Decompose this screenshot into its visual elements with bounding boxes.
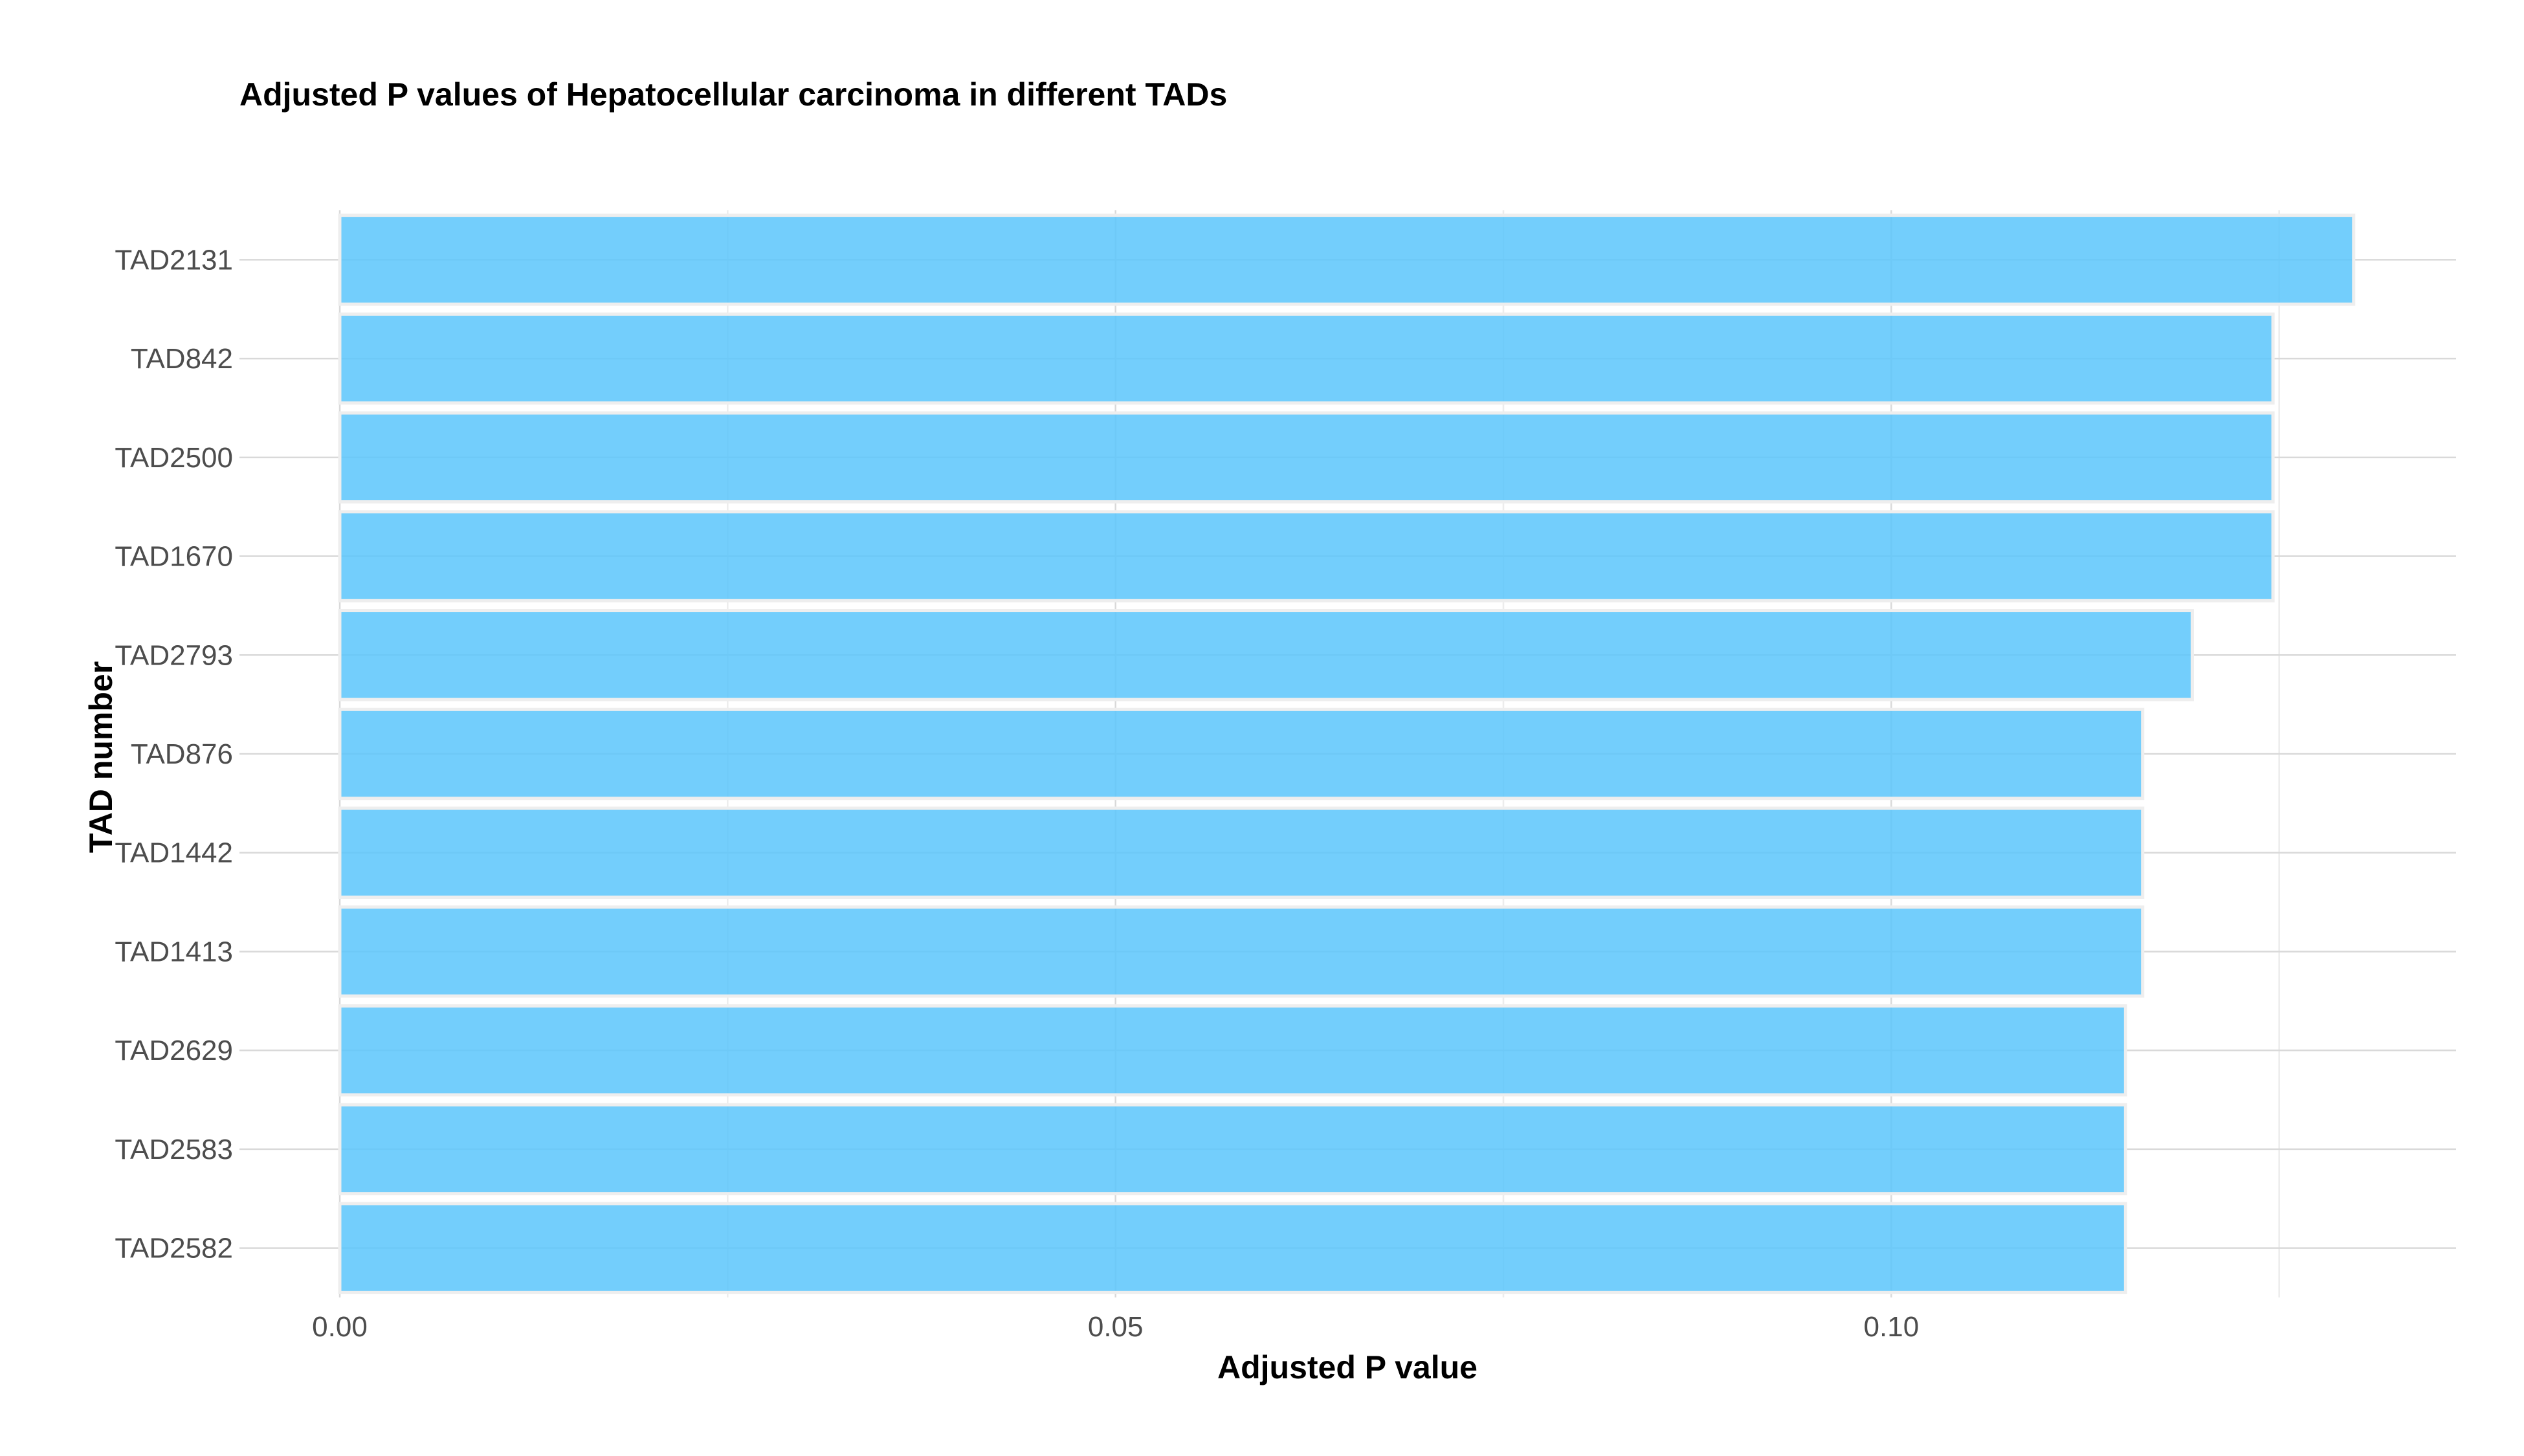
y-tick-label: TAD1670 <box>115 541 233 573</box>
y-axis-title: TAD number <box>83 661 119 853</box>
bar-tad1413 <box>338 905 2145 998</box>
bar-tad876 <box>338 707 2145 800</box>
bar-tad2582 <box>338 1202 2127 1294</box>
y-tick-labels: TAD2131 TAD842 TAD2500 TAD1670 TAD2793 TAD876… <box>115 244 233 1264</box>
y-tick-label: TAD2793 <box>115 639 233 671</box>
bars <box>338 214 2356 1294</box>
bar-tad1442 <box>338 806 2145 899</box>
y-tick-label: TAD1413 <box>115 936 233 967</box>
bar-tad2583 <box>338 1103 2127 1196</box>
x-axis-title: Adjusted P value <box>1217 1349 1478 1385</box>
bar-tad2629 <box>338 1004 2127 1097</box>
bar-tad2500 <box>338 411 2275 504</box>
y-tick-label: TAD2500 <box>115 442 233 474</box>
y-tick-label: TAD1442 <box>115 837 233 869</box>
x-tick-labels: 0.00 0.05 0.10 <box>312 1311 1919 1343</box>
x-tick-label: 0.05 <box>1088 1311 1144 1343</box>
bar-tad2793 <box>338 609 2194 701</box>
bar-tad1670 <box>338 510 2275 602</box>
y-tick-label: TAD842 <box>131 343 233 375</box>
chart-title: Adjusted P values of Hepatocellular carc… <box>239 76 1227 113</box>
bar-tad2131 <box>338 214 2356 306</box>
y-tick-label: TAD2583 <box>115 1134 233 1165</box>
x-tick-label: 0.10 <box>1864 1311 1920 1343</box>
x-tick-label: 0.00 <box>312 1311 368 1343</box>
y-tick-label: TAD876 <box>131 738 233 770</box>
y-tick-label: TAD2629 <box>115 1035 233 1066</box>
y-tick-label: TAD2582 <box>115 1233 233 1264</box>
y-tick-label: TAD2131 <box>115 244 233 276</box>
bar-tad842 <box>338 312 2275 405</box>
